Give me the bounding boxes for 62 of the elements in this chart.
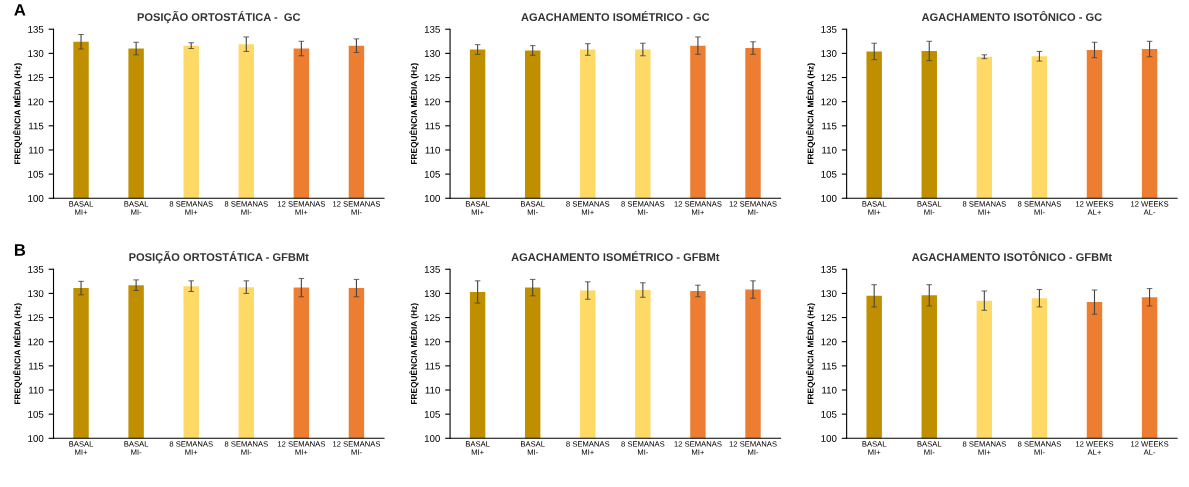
- y-tick-label: 110: [425, 146, 440, 154]
- y-tick-label: 130: [424, 50, 440, 57]
- y-tick-label: 115: [425, 362, 440, 370]
- text: A: [14, 4, 26, 16]
- y-axis-title: FREQUÊNCIA MÉDIA (Hz): [805, 303, 816, 405]
- y-tick-label: 105: [28, 410, 44, 418]
- y-tick-label: 110: [822, 146, 837, 154]
- chart-title: POSIÇÃO ORTOSTÁTICA - GC: [137, 11, 301, 24]
- y-tick-label: 125: [821, 314, 837, 322]
- chart-title: AGACHAMENTO ISOTÔNICO - GC: [921, 10, 1102, 21]
- y-tick-label: 115: [822, 362, 837, 370]
- y-tick-label: 130: [28, 290, 44, 298]
- y-tick-label: 105: [28, 170, 44, 178]
- y-tick-label: 135: [28, 265, 44, 273]
- y-tick-label: 120: [821, 98, 837, 106]
- text: B: [14, 244, 26, 256]
- y-tick-label: 105: [821, 170, 837, 178]
- y-tick-label: 100: [28, 195, 44, 202]
- y-tick-label: 120: [424, 338, 440, 346]
- y-tick-label: 125: [28, 74, 44, 82]
- y-tick-label: 105: [424, 410, 440, 418]
- y-axis-title: FREQUÊNCIA MÉDIA (Hz): [409, 303, 419, 405]
- y-tick-label: 110: [29, 146, 44, 154]
- y-tick-label: 100: [28, 435, 44, 442]
- y-tick-label: 115: [425, 122, 440, 130]
- y-tick-label: 120: [821, 338, 837, 346]
- y-axis-title: FREQUÊNCIA MÉDIA (Hz): [805, 63, 816, 165]
- y-tick-label: 100: [424, 435, 440, 442]
- y-tick-label: 110: [29, 386, 44, 394]
- y-tick-label: 125: [28, 314, 44, 322]
- y-tick-label: 135: [424, 25, 440, 33]
- y-tick-label: 120: [28, 338, 44, 346]
- y-tick-label: 100: [821, 195, 837, 202]
- y-tick-label: 120: [424, 98, 440, 106]
- y-tick-label: 105: [424, 170, 440, 178]
- chart-title: AGACHAMENTO ISOTÔNICO - GFBMt: [911, 250, 1112, 262]
- chart-title: AGACHAMENTO ISOMÉTRICO - GC: [521, 11, 710, 21]
- y-tick-label: 125: [424, 314, 440, 322]
- chart-title: AGACHAMENTO ISOMÉTRICO - GFBMt: [511, 251, 720, 262]
- y-tick-label: 130: [424, 290, 440, 298]
- y-tick-label: 110: [822, 386, 837, 394]
- y-tick-label: 120: [28, 98, 44, 106]
- chart-title: POSIÇÃO ORTOSTÁTICA - GFBMt: [129, 251, 309, 264]
- y-tick-label: 135: [821, 25, 837, 33]
- y-tick-label: 110: [425, 386, 440, 394]
- y-tick-label: 130: [821, 50, 837, 57]
- y-axis-title: FREQUÊNCIA MÉDIA (Hz): [409, 63, 419, 165]
- y-tick-label: 130: [821, 290, 837, 298]
- y-tick-label: 115: [822, 122, 837, 130]
- y-tick-label: 135: [424, 265, 440, 273]
- y-tick-label: 125: [424, 74, 440, 82]
- y-tick-label: 125: [821, 74, 837, 82]
- y-axis-title: FREQUÊNCIA MÉDIA (Hz): [12, 63, 23, 165]
- y-tick-label: 115: [29, 122, 44, 130]
- y-tick-label: 105: [821, 410, 837, 418]
- y-tick-label: 130: [28, 50, 44, 57]
- y-axis-title: FREQUÊNCIA MÉDIA (Hz): [12, 303, 23, 405]
- y-tick-label: 115: [29, 362, 44, 370]
- y-tick-label: 135: [821, 265, 837, 273]
- y-tick-label: 135: [28, 25, 44, 33]
- y-tick-label: 100: [424, 195, 440, 202]
- y-tick-label: 100: [821, 435, 837, 442]
